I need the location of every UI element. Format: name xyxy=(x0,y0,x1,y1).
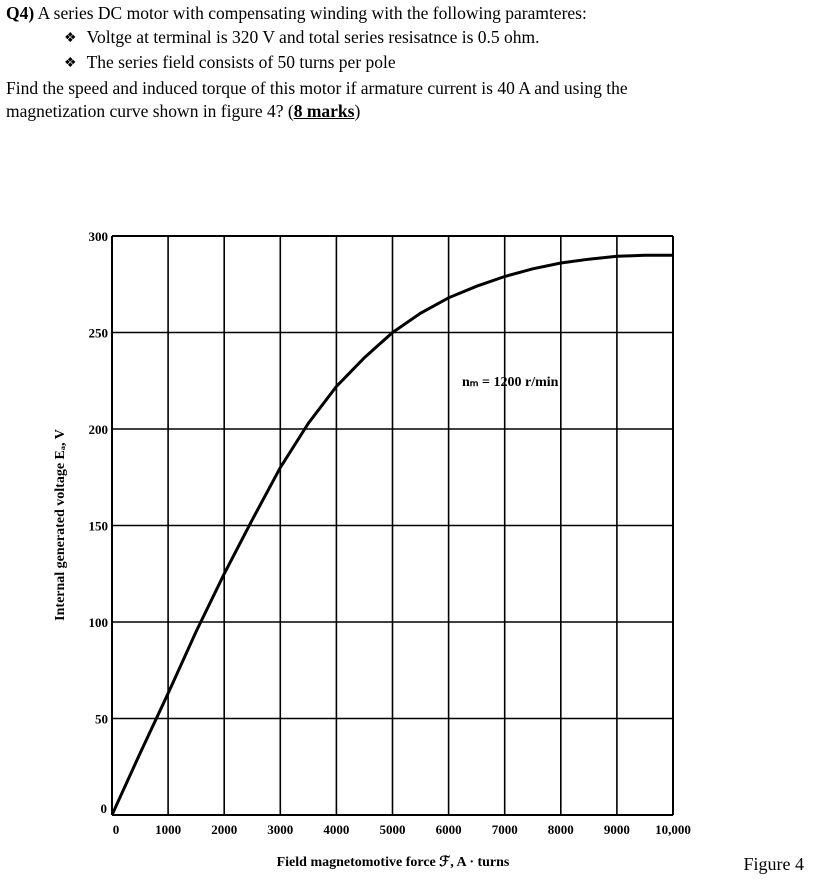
y-tick-label: 0 xyxy=(101,801,108,816)
figure-caption: Figure 4 xyxy=(743,854,805,874)
x-tick-label: 2000 xyxy=(211,822,237,837)
bullet-item: ❖ The series field consists of 50 turns p… xyxy=(64,52,396,72)
task-line-1: Find the speed and induced torque of thi… xyxy=(6,77,628,98)
x-tick-label: 10,000 xyxy=(655,822,691,837)
task-line-2: magnetization curve shown in figure 4? (… xyxy=(6,101,361,121)
marks-label: 8 marks xyxy=(293,101,355,121)
y-tick-label: 50 xyxy=(95,712,108,727)
y-tick-label: 300 xyxy=(89,229,109,244)
magnetization-curve xyxy=(110,253,673,816)
x-tick-label: 5000 xyxy=(380,822,406,837)
x-tick-label: 0 xyxy=(113,822,120,837)
x-tick-label: 7000 xyxy=(492,822,518,837)
question-number: Q4) xyxy=(6,3,35,23)
x-tick-label: 8000 xyxy=(548,822,574,837)
x-tick-label: 3000 xyxy=(267,822,293,837)
x-axis-label: Field magnetomotive force ℱ, A · turns xyxy=(277,855,510,870)
diamond-bullet-icon: ❖ xyxy=(64,56,77,71)
question-text: Q4) A series DC motor with compensating … xyxy=(6,2,628,124)
y-tick-label: 100 xyxy=(89,615,109,630)
question-intro: A series DC motor with compensating wind… xyxy=(37,3,587,23)
x-tick-label: 1000 xyxy=(155,822,181,837)
x-tick-label: 6000 xyxy=(436,822,462,837)
y-tick-label: 250 xyxy=(89,326,109,341)
x-tick-label: 9000 xyxy=(604,822,630,837)
chart-grid xyxy=(111,235,674,816)
y-tick-label: 150 xyxy=(89,519,109,534)
x-tick-label: 4000 xyxy=(323,822,349,837)
bullet-item: ❖ Voltge at terminal is 320 V and total s… xyxy=(64,26,540,47)
diamond-bullet-icon: ❖ xyxy=(64,30,77,46)
y-axis-label: Internal generated voltage Eₐ, V xyxy=(53,429,68,621)
axis-ticks: 0 1000 2000 3000 4000 5000 6000 7000 8000 9000 10,… xyxy=(89,229,691,837)
speed-annotation: nₘ = 1200 r/min xyxy=(462,375,559,390)
y-tick-label: 200 xyxy=(89,422,109,437)
